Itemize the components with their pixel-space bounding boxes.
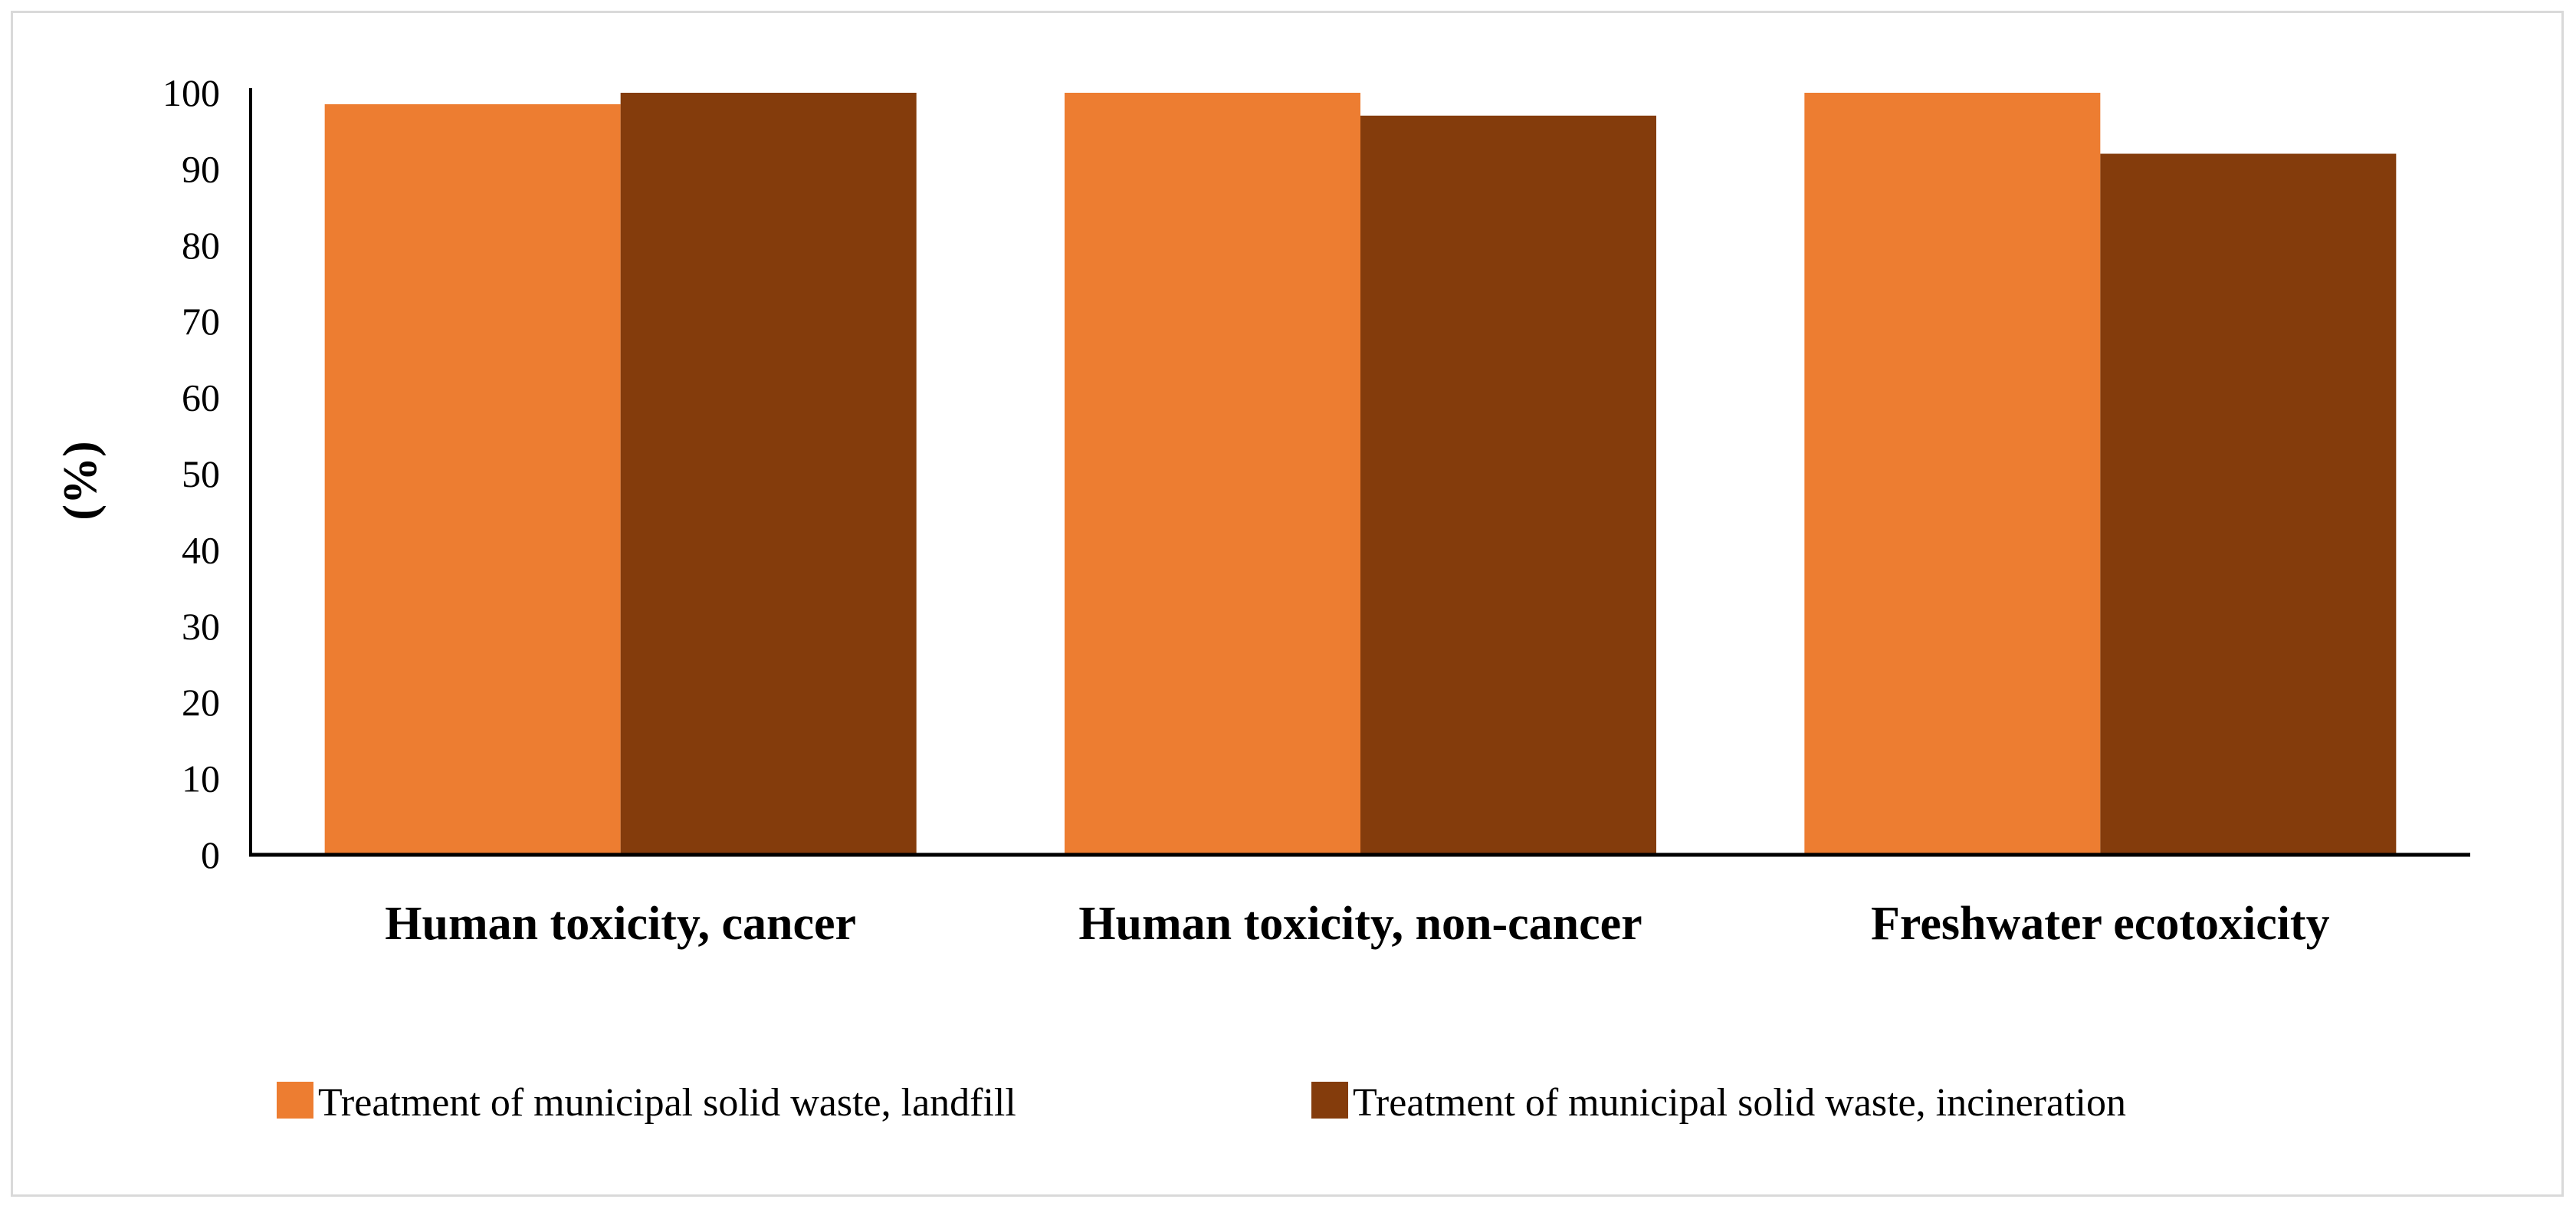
axes-group (249, 88, 2470, 857)
y-tick-label: 40 (182, 528, 220, 571)
bars-group (324, 93, 2397, 855)
legend-swatch-landfill (277, 1082, 313, 1119)
bar-incineration-3 (2100, 153, 2397, 855)
y-axis-title-group: (%) (54, 441, 107, 520)
bar-landfill-1 (324, 103, 621, 855)
y-tick-label: 20 (182, 681, 220, 724)
x-category-label: Human toxicity, non-cancer (1078, 898, 1642, 950)
bar-incineration-2 (1360, 115, 1656, 855)
bar-landfill-3 (1804, 93, 2101, 855)
y-tick-label: 50 (182, 452, 220, 495)
y-tick-label: 10 (182, 757, 220, 800)
y-tick-label: 60 (182, 376, 220, 419)
y-axis-ticks: 0 10 20 30 40 50 60 70 80 90 100 (162, 71, 220, 876)
x-axis-category-labels: Human toxicity, cancer Human toxicity, no… (385, 898, 2329, 950)
y-tick-label: 0 (201, 833, 220, 876)
chart-frame: (%) 0 10 20 30 40 50 60 70 80 90 100 Human toxicit… (11, 11, 2564, 1197)
y-axis-title: (%) (54, 441, 107, 520)
bar-chart: (%) 0 10 20 30 40 50 60 70 80 90 100 Human toxicit… (54, 71, 2470, 1125)
bar-incineration-1 (620, 93, 917, 855)
legend-swatch-incineration (1311, 1082, 1348, 1119)
legend: Treatment of municipal solid waste, land… (277, 1081, 2126, 1125)
y-tick-label: 80 (182, 224, 220, 267)
y-tick-label: 100 (162, 71, 220, 114)
y-tick-label: 90 (182, 147, 220, 190)
y-tick-label: 70 (182, 300, 220, 343)
legend-label-incineration: Treatment of municipal solid waste, inci… (1353, 1081, 2126, 1125)
bar-landfill-2 (1065, 93, 1360, 855)
x-category-label: Freshwater ecotoxicity (1871, 898, 2330, 950)
y-tick-label: 30 (182, 605, 220, 648)
x-category-label: Human toxicity, cancer (385, 898, 856, 950)
legend-label-landfill: Treatment of municipal solid waste, land… (318, 1081, 1016, 1125)
